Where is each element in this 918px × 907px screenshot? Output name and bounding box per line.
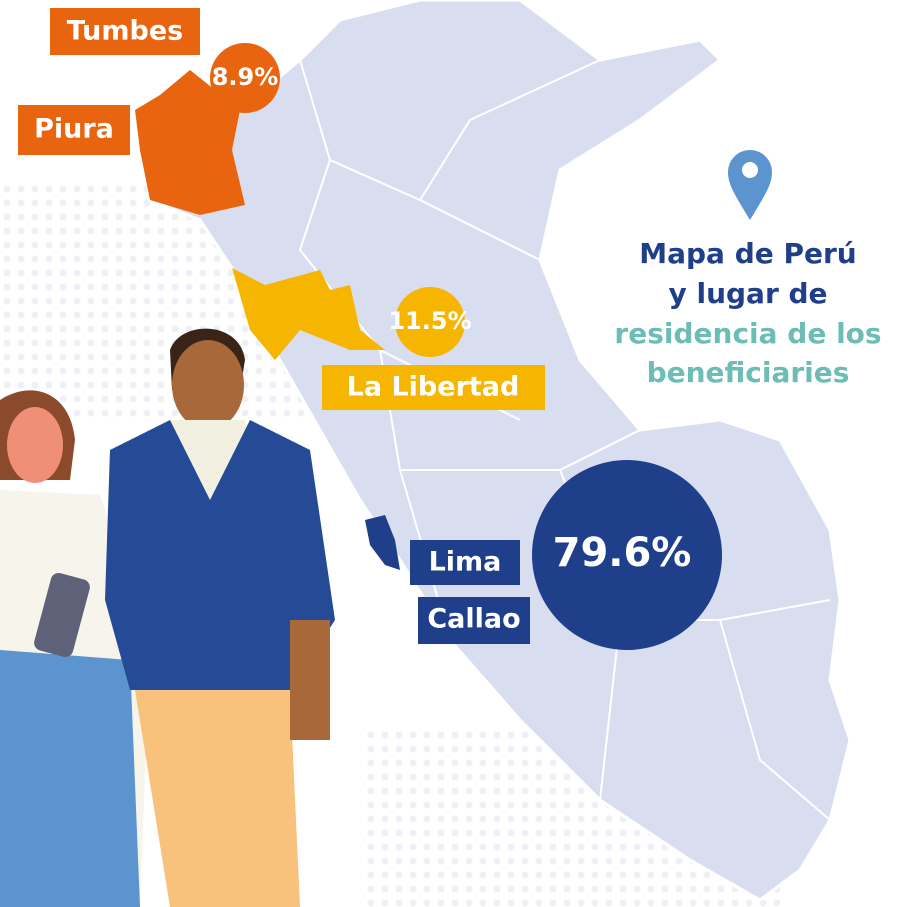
share-label: 8.9% bbox=[212, 63, 279, 91]
title-line: Mapa de Perú bbox=[639, 237, 856, 270]
peru-map bbox=[148, 0, 852, 902]
pin-icon bbox=[728, 150, 772, 220]
region-label: Lima bbox=[429, 547, 502, 578]
lima-region bbox=[365, 515, 400, 570]
title-line: beneficiaries bbox=[647, 356, 850, 389]
region-label: Piura bbox=[34, 114, 114, 145]
share-circle bbox=[532, 460, 722, 650]
share-circle bbox=[395, 287, 465, 357]
piura-region bbox=[135, 70, 245, 215]
pin-hole bbox=[742, 162, 758, 178]
region-label: La Libertad bbox=[347, 372, 520, 403]
title-line: y lugar de bbox=[668, 277, 827, 310]
label-box bbox=[18, 105, 130, 155]
label-box bbox=[410, 540, 520, 585]
region-label: Tumbes bbox=[67, 16, 184, 47]
share-label: 11.5% bbox=[388, 307, 471, 335]
la-libertad-region bbox=[232, 268, 385, 360]
label-box bbox=[50, 8, 200, 55]
label-box bbox=[322, 365, 545, 410]
man-illustration bbox=[105, 328, 335, 907]
share-circle bbox=[210, 43, 280, 113]
title-line: residencia de los bbox=[614, 317, 881, 350]
region-label: Callao bbox=[427, 604, 520, 635]
label-box bbox=[418, 597, 530, 644]
share-label: 79.6% bbox=[553, 530, 692, 576]
